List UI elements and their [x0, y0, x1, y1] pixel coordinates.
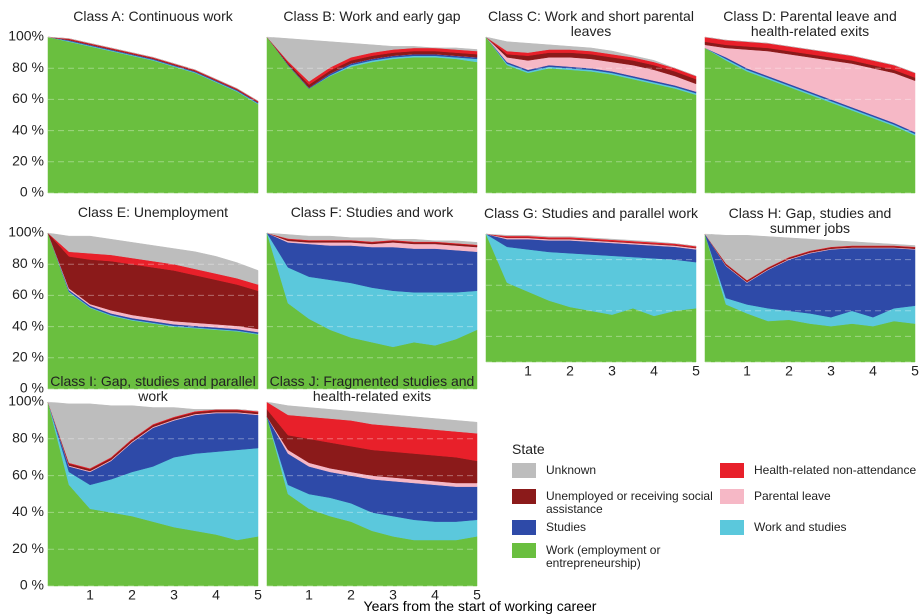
legend-label: Parental leave: [754, 489, 831, 503]
x-tick-label: 5: [254, 587, 262, 603]
x-tick-label: 4: [869, 363, 877, 379]
x-tick-label: 1: [86, 587, 94, 603]
y-tick-label: 80 %: [12, 59, 44, 75]
y-tick-label: 20 %: [12, 540, 44, 556]
panel-title: Class E: Unemployment: [77, 204, 229, 220]
x-tick-label: 2: [128, 587, 136, 603]
area: [47, 36, 259, 102]
legend-label: Work and studies: [754, 520, 847, 534]
area: [485, 36, 697, 77]
panel-title: Class I: Gap, studies and parallel work: [50, 373, 256, 404]
y-tick-label: 0 %: [20, 184, 44, 200]
x-tick-label: 3: [608, 363, 616, 379]
legend-label: Health-related non-attendance: [754, 463, 917, 477]
area: [266, 36, 478, 82]
x-tick-label: 3: [389, 587, 397, 603]
x-tick-label: 1: [743, 363, 751, 379]
y-tick-label: 100%: [8, 28, 44, 44]
y-tick-label: 60 %: [12, 466, 44, 482]
x-tick-label: 4: [212, 587, 220, 603]
legend-title: State: [512, 441, 545, 457]
area: [704, 36, 916, 74]
x-tick-label: 5: [473, 587, 481, 603]
legend-swatch: [720, 489, 744, 504]
x-tick-label: 1: [524, 363, 532, 379]
y-tick-label: 80 %: [12, 430, 44, 446]
x-tick-label: 4: [431, 587, 439, 603]
legend-swatch: [512, 463, 536, 478]
legend-swatch: [720, 463, 744, 478]
area: [485, 233, 697, 247]
y-tick-label: 80 %: [12, 255, 44, 271]
panel-title: Class J: Fragmented studies and health-r…: [269, 373, 475, 404]
area: [47, 232, 259, 285]
x-tick-label: 4: [650, 363, 658, 379]
legend-label: Unknown: [546, 463, 597, 477]
legend-label: Studies: [546, 520, 587, 534]
area: [704, 233, 916, 281]
panel-title: Class C: Work and short parental leaves: [488, 8, 694, 39]
y-tick-label: 100%: [8, 224, 44, 240]
x-tick-label: 2: [566, 363, 574, 379]
area: [266, 401, 478, 434]
x-tick-label: 2: [785, 363, 793, 379]
y-tick-label: 20 %: [12, 349, 44, 365]
panel-title: Class H: Gap, studies and summer jobs: [728, 205, 892, 236]
y-tick-label: 0 %: [20, 380, 44, 396]
y-tick-label: 40 %: [12, 503, 44, 519]
panel-title: Class A: Continuous work: [73, 8, 233, 24]
legend-swatch: [512, 543, 536, 558]
area: [266, 232, 478, 245]
panel-title: Class G: Studies and parallel work: [484, 205, 698, 221]
panel-title: Class F: Studies and work: [290, 204, 454, 220]
y-tick-label: 60 %: [12, 286, 44, 302]
legend-swatch: [512, 520, 536, 535]
x-tick-label: 2: [347, 587, 355, 603]
y-tick-label: 40 %: [12, 121, 44, 137]
x-axis-label: Years from the start of working career: [363, 598, 597, 614]
legend-swatch: [512, 489, 536, 504]
panel-title: Class D: Parental leave and health-relat…: [723, 8, 897, 39]
legend-label: Work (employment or entrepreneurship): [546, 543, 661, 570]
legend-label: Unemployed or receiving social assistanc…: [546, 489, 713, 516]
x-tick-label: 3: [827, 363, 835, 379]
y-tick-label: 40 %: [12, 317, 44, 333]
x-tick-label: 3: [170, 587, 178, 603]
y-tick-label: 60 %: [12, 90, 44, 106]
x-tick-label: 5: [911, 363, 919, 379]
y-tick-label: 0 %: [20, 577, 44, 593]
area: [47, 401, 259, 469]
panel-title: Class B: Work and early gap: [283, 8, 461, 24]
y-tick-label: 20 %: [12, 153, 44, 169]
legend-swatch: [720, 520, 744, 535]
x-tick-label: 5: [692, 363, 700, 379]
y-tick-label: 100%: [8, 393, 44, 409]
x-tick-label: 1: [305, 587, 313, 603]
